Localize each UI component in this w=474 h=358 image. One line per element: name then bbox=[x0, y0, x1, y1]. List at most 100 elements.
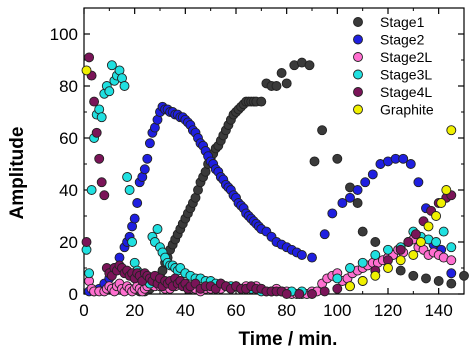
y-tick-label: 60 bbox=[59, 129, 78, 148]
data-point bbox=[405, 159, 416, 169]
legend-marker bbox=[353, 104, 363, 115]
legend-marker bbox=[353, 87, 363, 97]
data-point bbox=[332, 273, 343, 284]
data-point bbox=[357, 276, 368, 286]
y-tick-label: 40 bbox=[59, 181, 78, 200]
x-tick-label: 40 bbox=[176, 301, 195, 320]
data-point bbox=[327, 208, 338, 219]
data-point bbox=[446, 125, 457, 136]
data-point bbox=[395, 244, 406, 255]
data-point bbox=[398, 153, 409, 164]
data-point bbox=[104, 86, 115, 97]
legend-label: Stage2 bbox=[380, 32, 425, 48]
data-point bbox=[124, 185, 135, 195]
data-point bbox=[256, 96, 267, 107]
legend-marker bbox=[353, 17, 363, 27]
y-axis-title: Amplitude bbox=[7, 127, 28, 220]
data-point bbox=[317, 125, 328, 136]
legend-label: Stage3L bbox=[380, 67, 432, 83]
legend-marker bbox=[353, 52, 363, 62]
series-graphite bbox=[81, 65, 457, 292]
data-point bbox=[332, 283, 343, 294]
data-point bbox=[415, 237, 426, 247]
data-point bbox=[99, 190, 110, 201]
data-point bbox=[144, 138, 155, 149]
data-point bbox=[446, 242, 457, 253]
data-point bbox=[459, 270, 469, 281]
data-point bbox=[307, 252, 317, 263]
data-point bbox=[319, 286, 330, 297]
data-point bbox=[345, 192, 355, 203]
data-point bbox=[307, 289, 317, 299]
data-point bbox=[84, 52, 95, 63]
data-point bbox=[84, 268, 95, 279]
data-point bbox=[431, 237, 442, 247]
data-point bbox=[271, 81, 282, 91]
y-tick-label: 0 bbox=[69, 285, 78, 304]
data-point bbox=[152, 224, 163, 234]
legend-label: Stage4L bbox=[380, 84, 432, 100]
legend-label: Stage2L bbox=[380, 49, 432, 65]
y-tick-label: 20 bbox=[59, 233, 78, 252]
data-point bbox=[276, 68, 287, 78]
data-point bbox=[446, 268, 457, 279]
data-point bbox=[438, 226, 449, 237]
data-point bbox=[89, 96, 100, 107]
data-point bbox=[345, 263, 355, 273]
x-tick-label: 80 bbox=[277, 301, 296, 320]
data-point bbox=[139, 164, 150, 175]
data-points bbox=[81, 52, 469, 299]
data-point bbox=[81, 237, 92, 247]
data-point bbox=[296, 250, 307, 260]
data-point bbox=[345, 281, 355, 292]
y-tick-label: 80 bbox=[59, 77, 78, 96]
data-point bbox=[352, 198, 363, 208]
x-tick-label: 120 bbox=[374, 301, 402, 320]
data-point bbox=[370, 270, 381, 281]
data-point bbox=[96, 112, 107, 123]
data-point bbox=[395, 265, 406, 276]
data-point bbox=[122, 172, 133, 182]
data-point bbox=[81, 65, 92, 76]
data-point bbox=[360, 177, 371, 188]
data-point bbox=[91, 127, 102, 138]
data-point bbox=[119, 81, 130, 91]
data-point bbox=[127, 237, 138, 247]
data-point bbox=[367, 169, 378, 180]
x-tick-label: 100 bbox=[323, 301, 351, 320]
data-point bbox=[357, 226, 368, 237]
data-point bbox=[383, 244, 393, 255]
y-tick-label: 100 bbox=[50, 25, 78, 44]
data-point bbox=[408, 270, 419, 281]
data-point bbox=[337, 198, 348, 208]
data-point bbox=[383, 263, 393, 273]
x-tick-label: 60 bbox=[227, 301, 246, 320]
legend-label: Graphite bbox=[380, 102, 434, 118]
data-point bbox=[433, 276, 444, 286]
data-point bbox=[413, 177, 424, 188]
data-point bbox=[431, 211, 442, 221]
data-point bbox=[395, 255, 406, 266]
data-point bbox=[281, 78, 292, 89]
data-point bbox=[357, 257, 368, 268]
data-point bbox=[142, 153, 153, 164]
data-point bbox=[332, 153, 343, 164]
data-point bbox=[446, 255, 457, 266]
x-tick-label: 20 bbox=[125, 301, 144, 320]
legend-marker bbox=[353, 34, 363, 45]
data-point bbox=[96, 177, 107, 188]
data-point bbox=[436, 198, 447, 208]
data-point bbox=[408, 250, 419, 260]
data-point bbox=[281, 289, 292, 299]
data-point bbox=[129, 213, 140, 224]
legend-label: Stage1 bbox=[380, 14, 425, 30]
data-point bbox=[446, 278, 457, 289]
data-point bbox=[94, 153, 105, 164]
data-point bbox=[86, 185, 97, 195]
data-point bbox=[352, 185, 363, 195]
data-point bbox=[319, 229, 330, 240]
x-axis-title: Time / min. bbox=[239, 329, 338, 350]
data-point bbox=[132, 198, 143, 208]
